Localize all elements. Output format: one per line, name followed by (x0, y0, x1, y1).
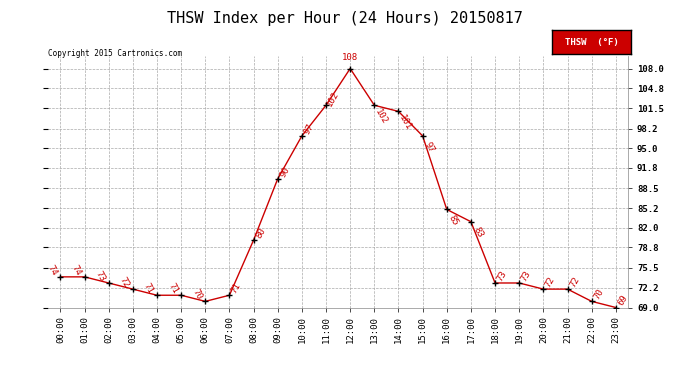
Text: 90: 90 (278, 165, 291, 179)
Text: THSW Index per Hour (24 Hours) 20150817: THSW Index per Hour (24 Hours) 20150817 (167, 11, 523, 26)
Text: 83: 83 (471, 226, 484, 240)
Text: 72: 72 (118, 275, 131, 289)
Text: 102: 102 (373, 107, 389, 126)
Text: 97: 97 (423, 140, 436, 154)
Text: 108: 108 (342, 53, 358, 62)
Text: 97: 97 (302, 122, 315, 136)
Text: 71: 71 (230, 281, 243, 295)
Text: 69: 69 (616, 294, 629, 308)
Text: 71: 71 (142, 281, 155, 295)
Text: 102: 102 (325, 89, 341, 108)
Text: 101: 101 (397, 113, 413, 132)
Text: 74: 74 (46, 263, 59, 277)
Text: 71: 71 (166, 281, 179, 295)
Text: Copyright 2015 Cartronics.com: Copyright 2015 Cartronics.com (48, 49, 182, 58)
Text: 72: 72 (568, 275, 581, 289)
Text: 73: 73 (495, 269, 509, 283)
Text: 72: 72 (544, 275, 557, 289)
Text: 85: 85 (447, 214, 460, 228)
Text: THSW  (°F): THSW (°F) (565, 38, 618, 47)
Text: 73: 73 (520, 269, 533, 283)
Text: 73: 73 (94, 269, 107, 283)
Text: 80: 80 (254, 226, 267, 240)
Text: 70: 70 (592, 288, 605, 302)
Text: 70: 70 (190, 288, 204, 302)
Text: 74: 74 (70, 263, 83, 277)
